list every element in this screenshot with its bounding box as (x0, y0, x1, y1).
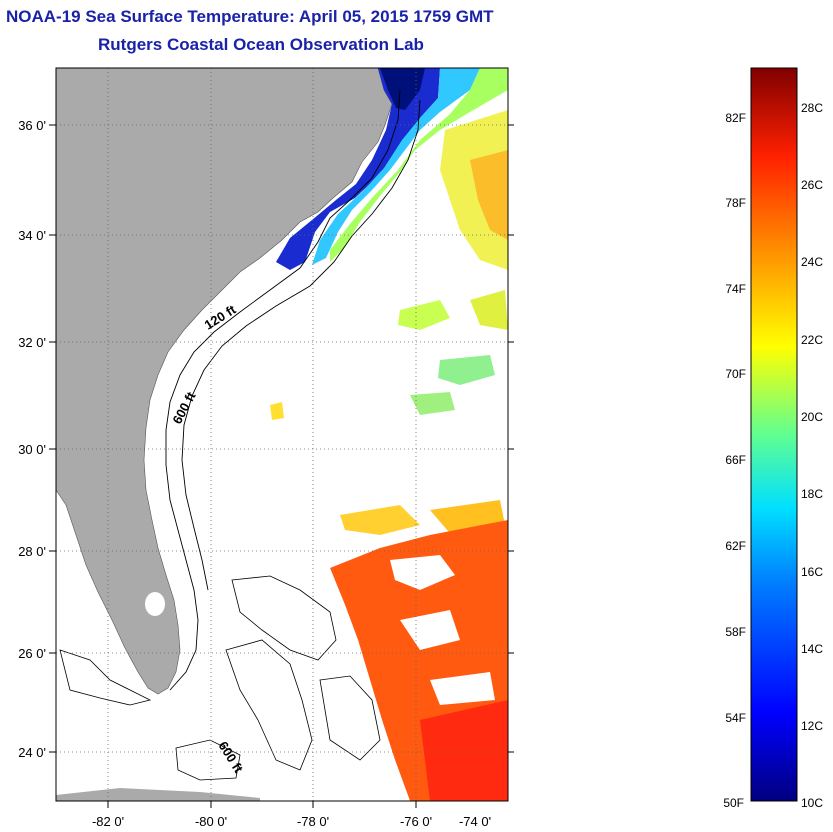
lat-label: 26 0' (18, 646, 46, 661)
colorbar-label-f: 62F (725, 539, 746, 553)
sst-patch (398, 300, 450, 330)
colorbar-label-c: 28C (801, 101, 823, 115)
graticule (56, 68, 508, 801)
colorbar-label-c: 10C (801, 796, 823, 810)
sst-deep-cold (380, 68, 425, 110)
latitude-labels: 36 0' 34 0' 32 0' 30 0' 28 0' 26 0' 24 0… (18, 118, 46, 760)
sst-shelf-cyan (312, 68, 480, 265)
sst-patch (470, 290, 508, 330)
colorbar-label-f: 78F (725, 196, 746, 210)
colorbar-label-c: 22C (801, 333, 823, 347)
sst-patch (410, 392, 455, 415)
lat-label: 28 0' (18, 544, 46, 559)
lat-label: 24 0' (18, 745, 46, 760)
contour-600ft (181, 99, 421, 591)
florida-keys-contour (59, 649, 152, 706)
colorbar-fahrenheit-labels: 82F 78F 74F 70F 66F 62F 58F 54F 50F (723, 111, 746, 810)
colorbar-label-f: 74F (725, 282, 746, 296)
map-ticks (49, 124, 514, 808)
colorbar-label-f: 70F (725, 367, 746, 381)
sst-hot-core (420, 700, 508, 801)
colorbar-label-f: 54F (725, 711, 746, 725)
map-area: 120 ft 600 ft 600 ft (56, 68, 508, 801)
colorbar-label-c: 12C (801, 719, 823, 733)
lon-label: -74 0' (459, 814, 491, 829)
bahamas-contour (175, 739, 241, 781)
lat-label: 32 0' (18, 335, 46, 350)
land-mass (56, 68, 393, 695)
lon-label: -82 0' (92, 814, 124, 829)
sst-patch (340, 505, 420, 535)
colorbar-label-f: 66F (725, 453, 746, 467)
colorbar: 82F 78F 74F 70F 66F 62F 58F 54F 50F 28C … (723, 67, 823, 810)
colorbar-label-f: 50F (723, 796, 744, 810)
sst-offshore-orange (470, 150, 508, 240)
lat-label: 36 0' (18, 118, 46, 133)
colorbar-label-c: 26C (801, 178, 823, 192)
bahamas-contour (319, 675, 381, 761)
map-border (55, 67, 509, 802)
colorbar-label-c: 20C (801, 410, 823, 424)
lon-label: -78 0' (297, 814, 329, 829)
bahamas-contour (231, 575, 337, 661)
sst-shelf-green (330, 68, 508, 262)
contour-120ft (165, 89, 401, 691)
sst-patch (438, 355, 495, 385)
lat-label: 30 0' (18, 442, 46, 457)
sst-cold-shelf (276, 68, 440, 270)
sst-cloud (430, 672, 495, 705)
sst-cloud (400, 610, 460, 650)
colorbar-label-f: 58F (725, 625, 746, 639)
map-subtitle: Rutgers Coastal Ocean Observation Lab (98, 35, 424, 54)
lon-label: -76 0' (400, 814, 432, 829)
sst-patch (270, 402, 284, 420)
land-bottom-strip (56, 788, 260, 801)
longitude-labels: -82 0' -80 0' -78 0' -76 0' -74 0' (92, 814, 491, 829)
colorbar-celsius-labels: 28C 26C 24C 22C 20C 18C 16C 14C 12C 10C (801, 101, 823, 810)
lon-label: -80 0' (195, 814, 227, 829)
sst-cloud (390, 555, 455, 590)
colorbar-label-c: 24C (801, 255, 823, 269)
colorbar-gradient (750, 67, 798, 802)
lake-okeechobee (145, 592, 165, 616)
bahamas-contour (225, 639, 313, 771)
lat-label: 34 0' (18, 228, 46, 243)
colorbar-label-c: 14C (801, 642, 823, 656)
colorbar-label-f: 82F (725, 111, 746, 125)
map-title: NOAA-19 Sea Surface Temperature: April 0… (6, 7, 494, 26)
colorbar-label-c: 16C (801, 565, 823, 579)
colorbar-label-c: 18C (801, 487, 823, 501)
